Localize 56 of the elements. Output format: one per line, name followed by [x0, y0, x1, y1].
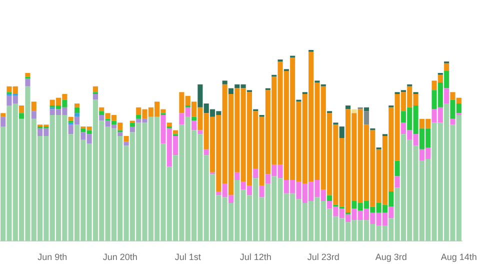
bar — [339, 126, 344, 138]
bar — [118, 122, 123, 130]
bar — [192, 116, 197, 121]
bar — [253, 168, 258, 178]
x-tick-label: Jul 23rd — [307, 252, 340, 262]
bar — [74, 116, 80, 125]
bar — [204, 149, 209, 156]
bar — [99, 115, 104, 121]
bar — [444, 88, 450, 104]
bar — [450, 118, 456, 125]
bar — [25, 72, 30, 77]
bar — [130, 126, 135, 132]
bar — [31, 111, 36, 119]
bar — [19, 105, 24, 114]
bar — [19, 113, 24, 119]
bar — [99, 107, 104, 112]
bar — [394, 176, 400, 188]
bar — [222, 80, 228, 84]
x-tick-label: Jul 12th — [240, 252, 272, 262]
bar — [166, 122, 172, 126]
bar — [124, 142, 129, 146]
bar — [124, 136, 129, 142]
bar — [259, 186, 264, 198]
bar — [111, 120, 116, 125]
bar — [327, 195, 332, 202]
bar — [68, 116, 74, 121]
bar — [31, 102, 36, 112]
bar — [74, 107, 80, 114]
bar — [444, 63, 450, 72]
bar — [228, 88, 234, 94]
bar — [68, 124, 74, 134]
bar — [92, 86, 98, 92]
bar — [92, 94, 98, 100]
x-tick-label: Jul 1st — [174, 252, 202, 262]
bar — [192, 120, 197, 130]
bar — [198, 130, 203, 134]
bar — [345, 105, 351, 110]
x-tick-label: Jun 9th — [38, 252, 68, 262]
bar — [25, 78, 30, 86]
x-tick-label: Jun 20th — [102, 252, 138, 262]
x-tick-label: Aug 14th — [440, 252, 477, 262]
bar — [364, 107, 370, 112]
bar — [234, 172, 240, 180]
bar — [364, 111, 370, 125]
bar — [130, 122, 135, 126]
bar — [99, 111, 104, 116]
bar — [74, 104, 80, 108]
bar — [352, 109, 357, 114]
bar — [118, 132, 123, 136]
x-tick-label: Aug 3rd — [375, 252, 407, 262]
bar — [136, 115, 142, 119]
bar — [0, 116, 6, 126]
bar — [74, 113, 80, 117]
bar — [394, 160, 400, 176]
bar — [173, 130, 178, 134]
bar — [0, 113, 6, 117]
